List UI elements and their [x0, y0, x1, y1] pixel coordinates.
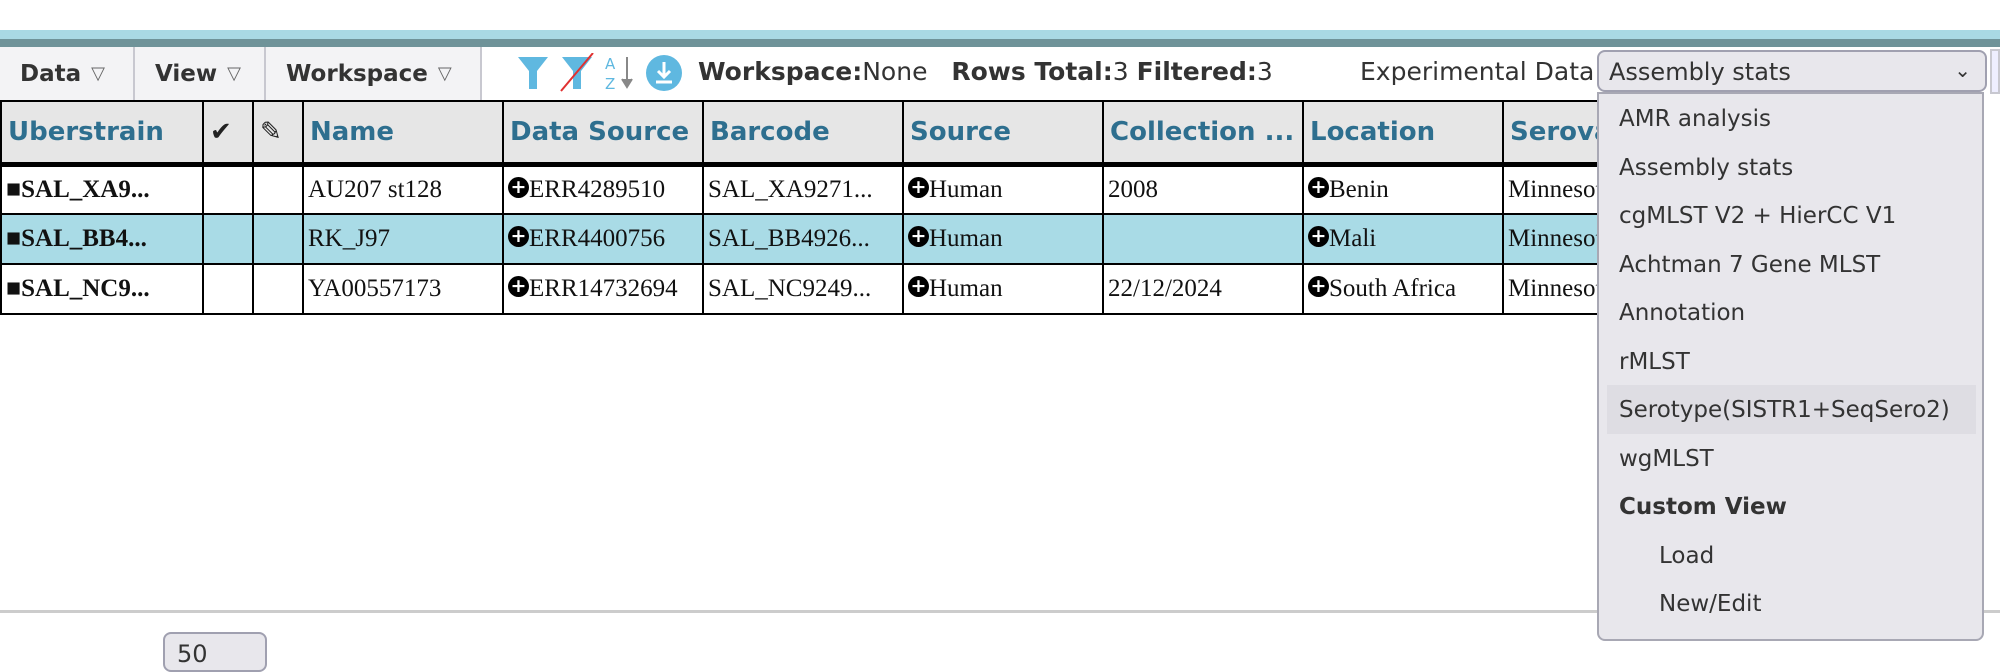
menu-item-highlighted[interactable]: Serotype(SISTR1+SeqSero2): [1607, 385, 1976, 434]
menu-item-load[interactable]: Load: [1659, 542, 1715, 569]
chevron-down-icon: ▽: [227, 63, 241, 84]
location-cell: + Mali: [1302, 213, 1504, 265]
barcode-cell: SAL_NC9249...: [702, 263, 904, 315]
workspace-menu-button[interactable]: Workspace ▽: [266, 47, 482, 100]
header-band: [0, 30, 2000, 39]
expand-icon[interactable]: +: [1308, 226, 1329, 247]
collection-cell: 22/12/2024: [1102, 263, 1304, 315]
name-cell: AU207 st128: [302, 163, 504, 215]
barcode-cell: SAL_XA9271...: [702, 163, 904, 215]
check-cell[interactable]: [202, 263, 254, 315]
status-bar: Workspace:None Rows Total:3 Filtered:3: [698, 57, 1273, 86]
expand-icon[interactable]: +: [908, 226, 929, 247]
expand-icon[interactable]: +: [1308, 276, 1329, 297]
svg-text:Z: Z: [605, 75, 615, 93]
column-header-uberstrain[interactable]: Uberstrain: [0, 100, 204, 167]
column-header-location[interactable]: Location: [1302, 100, 1504, 167]
menu-item[interactable]: Annotation: [1619, 300, 1746, 326]
view-menu-button[interactable]: View ▽: [135, 47, 266, 100]
filter-icon[interactable]: [515, 53, 551, 93]
download-icon[interactable]: [645, 54, 683, 92]
uberstrain-cell[interactable]: ■SAL_XA9...: [0, 163, 204, 215]
clear-filter-icon[interactable]: [559, 53, 595, 93]
location-cell: + Benin: [1302, 163, 1504, 215]
collection-cell: [1102, 213, 1304, 265]
data-menu-button[interactable]: Data ▽: [0, 47, 135, 100]
expand-icon[interactable]: +: [908, 276, 929, 297]
check-cell[interactable]: [202, 163, 254, 215]
name-cell: YA00557173: [302, 263, 504, 315]
chevron-down-icon: ▽: [91, 63, 105, 84]
header-band-dark: [0, 39, 2000, 47]
records-per-page-select[interactable]: 50: [163, 632, 267, 672]
uberstrain-cell[interactable]: ■SAL_NC9...: [0, 263, 204, 315]
table-row[interactable]: ■SAL_BB4... RK_J97 + ERR4400756 SAL_BB4926..…: [0, 213, 1904, 265]
menu-group-heading: Custom View: [1619, 494, 1787, 520]
check-icon: ✔: [210, 116, 232, 147]
check-cell[interactable]: [202, 213, 254, 265]
experimental-data-select[interactable]: Assembly stats ⌄: [1597, 50, 1987, 92]
expand-icon[interactable]: +: [1308, 176, 1329, 198]
chevron-down-icon: ⌄: [1954, 58, 1971, 82]
data-source-cell: + ERR4289510: [502, 163, 704, 215]
source-cell: + Human: [902, 263, 1104, 315]
location-cell: + South Africa: [1302, 263, 1504, 315]
pencil-icon: ✎: [260, 116, 282, 147]
expand-icon[interactable]: +: [508, 276, 529, 297]
expand-icon[interactable]: +: [508, 176, 529, 198]
menu-item[interactable]: AMR analysis: [1619, 106, 1771, 132]
menu-item[interactable]: rMLST: [1619, 348, 1690, 375]
menu-item[interactable]: cgMLST V2 + HierCC V1: [1619, 203, 1897, 229]
svg-text:A: A: [605, 55, 616, 73]
column-header-source[interactable]: Source: [902, 100, 1104, 167]
column-header-collection[interactable]: Collection ...: [1102, 100, 1304, 167]
barcode-cell: SAL_BB4926...: [702, 213, 904, 265]
expand-icon[interactable]: +: [508, 226, 529, 247]
data-source-cell: + ERR4400756: [502, 213, 704, 265]
uberstrain-cell[interactable]: ■SAL_BB4...: [0, 213, 204, 265]
column-header-name[interactable]: Name: [302, 100, 504, 167]
column-header-barcode[interactable]: Barcode: [702, 100, 904, 167]
column-header-check[interactable]: ✔: [202, 100, 254, 167]
name-cell: RK_J97: [302, 213, 504, 265]
collection-cell: 2008: [1102, 163, 1304, 215]
edit-cell[interactable]: [252, 263, 304, 315]
sort-az-icon[interactable]: AZ: [603, 53, 637, 93]
source-cell: + Human: [902, 213, 1104, 265]
experimental-data-label: Experimental Data: [1360, 57, 1595, 86]
menu-item[interactable]: Achtman 7 Gene MLST: [1619, 251, 1881, 278]
edit-cell[interactable]: [252, 163, 304, 215]
menu-item[interactable]: Assembly stats: [1619, 154, 1794, 181]
menu-item[interactable]: wgMLST: [1619, 445, 1714, 472]
chevron-down-icon: ▽: [437, 63, 452, 84]
menu-item-new-edit[interactable]: New/Edit: [1659, 591, 1762, 617]
column-header-data-source[interactable]: Data Source: [502, 100, 704, 167]
column-header-edit[interactable]: ✎: [252, 100, 304, 167]
source-cell: + Human: [902, 163, 1104, 215]
expand-icon[interactable]: +: [908, 176, 929, 198]
grid-icon[interactable]: [1990, 49, 2000, 94]
experimental-data-dropdown: AMR analysis Assembly stats cgMLST V2 + …: [1597, 92, 1984, 641]
data-source-cell: + ERR14732694: [502, 263, 704, 315]
edit-cell[interactable]: [252, 213, 304, 265]
